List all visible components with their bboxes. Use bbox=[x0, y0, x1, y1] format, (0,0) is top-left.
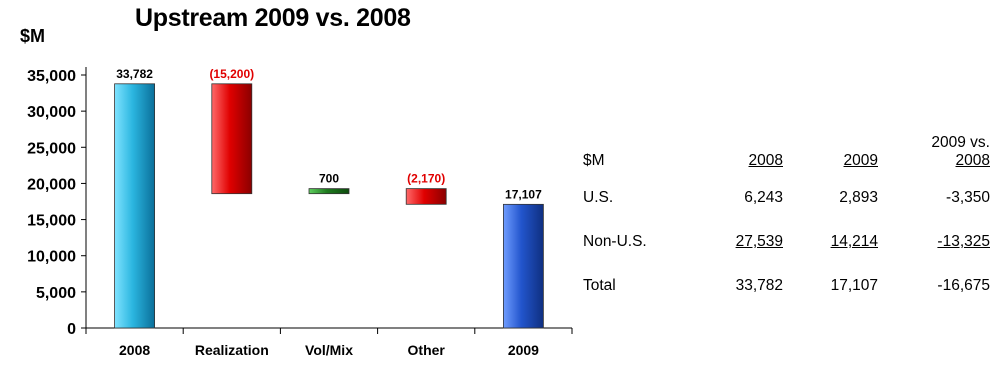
cell-text: 2,893 bbox=[839, 189, 878, 206]
row-label: Non-U.S. bbox=[583, 233, 647, 250]
data-label: (15,200) bbox=[209, 67, 254, 81]
x-tick-label: 2009 bbox=[508, 342, 539, 358]
x-tick-label: Realization bbox=[195, 342, 269, 358]
y-tick-label: 20,000 bbox=[27, 176, 76, 193]
y-tick-label: 5,000 bbox=[36, 285, 76, 302]
y-tick-label: 25,000 bbox=[27, 140, 76, 157]
table-row: Non-U.S. 27,539 14,214 -13,325 bbox=[583, 220, 990, 264]
cell-2009: 2,893 bbox=[783, 176, 878, 220]
x-tick-label: 2008 bbox=[119, 342, 150, 358]
table-row: Total 33,782 17,107 -16,675 bbox=[583, 264, 990, 308]
cell-text: -16,675 bbox=[937, 277, 990, 294]
cell-text: 6,243 bbox=[744, 189, 783, 206]
y-axis-unit-label: $M bbox=[20, 26, 46, 46]
summary-table: $M 2008 2009 2009 vs. 2008 U.S. 6,243 2,… bbox=[583, 126, 990, 308]
cell-2009: 17,107 bbox=[783, 264, 878, 308]
cell-change: -16,675 bbox=[878, 264, 990, 308]
axes: 0 5,000 10,000 15,000 20,000 25,000 30,000 35,0… bbox=[27, 67, 573, 338]
table-header-2009: 2009 bbox=[783, 126, 878, 176]
table-row: U.S. 6,243 2,893 -3,350 bbox=[583, 176, 990, 220]
table-header-2008: 2008 bbox=[703, 126, 783, 176]
row-label: Total bbox=[583, 277, 616, 294]
cell-2008: 33,782 bbox=[703, 264, 783, 308]
cell-2008: 6,243 bbox=[703, 176, 783, 220]
table-corner-label: $M bbox=[583, 152, 605, 169]
data-label: (2,170) bbox=[407, 172, 445, 186]
header-text: 2008 bbox=[748, 152, 783, 169]
y-tick-label: 0 bbox=[67, 321, 76, 338]
header-text-line2: 2008 bbox=[955, 152, 990, 169]
cell-text: 33,782 bbox=[735, 277, 783, 294]
cell-change: -13,325 bbox=[878, 220, 990, 264]
bars bbox=[114, 83, 544, 329]
cell-text: -3,350 bbox=[946, 189, 990, 206]
cell-change: -3,350 bbox=[878, 176, 990, 220]
bar-other bbox=[405, 188, 447, 205]
header-text-line1: 2009 vs. bbox=[931, 134, 990, 151]
cell-text: -13,325 bbox=[937, 233, 990, 250]
x-tick-label: Other bbox=[408, 342, 446, 358]
data-label: 33,782 bbox=[116, 67, 153, 81]
cell-2009: 14,214 bbox=[783, 220, 878, 264]
row-label: U.S. bbox=[583, 189, 614, 206]
y-tick-label: 10,000 bbox=[27, 249, 76, 266]
data-label: 17,107 bbox=[505, 187, 542, 201]
bar-vol-mix bbox=[308, 188, 350, 195]
data-label: 700 bbox=[319, 172, 339, 186]
cell-2008: 27,539 bbox=[703, 220, 783, 264]
y-tick-label: 15,000 bbox=[27, 213, 76, 230]
labels: 33,782 2008 (15,200) Realization 700 Vol/Mix (… bbox=[116, 67, 542, 358]
table-header-row: $M 2008 2009 2009 vs. 2008 bbox=[583, 126, 990, 176]
chart-title: Upstream 2009 vs. 2008 bbox=[135, 4, 411, 32]
x-tick-label: Vol/Mix bbox=[305, 342, 353, 358]
cell-text: 14,214 bbox=[830, 233, 878, 250]
bar-2008 bbox=[114, 83, 155, 329]
y-tick-label: 35,000 bbox=[27, 68, 76, 85]
bar-2009 bbox=[502, 203, 544, 329]
y-tick-label: 30,000 bbox=[27, 104, 76, 121]
table-header-change: 2009 vs. 2008 bbox=[878, 126, 990, 176]
bar-realization bbox=[211, 83, 253, 195]
cell-text: 17,107 bbox=[830, 277, 878, 294]
header-text: 2009 bbox=[843, 152, 878, 169]
cell-text: 27,539 bbox=[735, 233, 783, 250]
